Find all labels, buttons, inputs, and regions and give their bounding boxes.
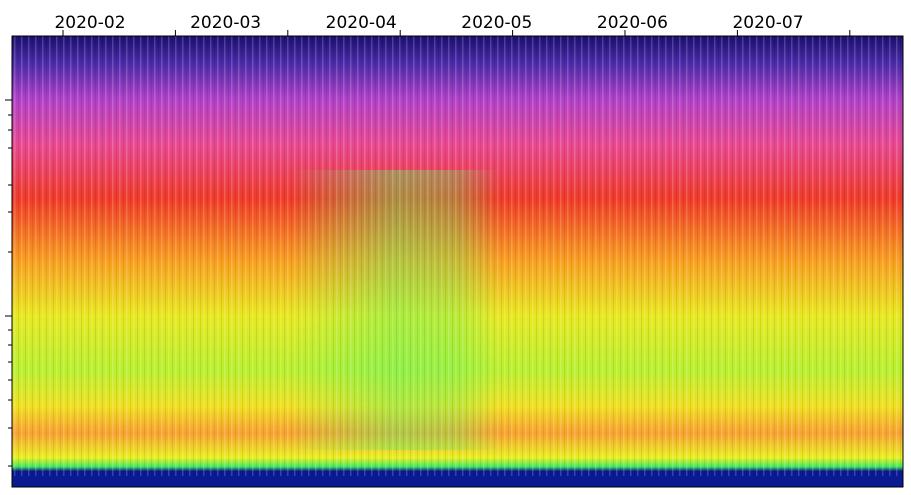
y-axis-ticks: [5, 100, 12, 466]
x-tick-label: 2020-02: [54, 13, 125, 33]
x-tick-label: 2020-03: [190, 13, 261, 33]
x-axis: 2020-02 2020-03 2020-04 2020-05 2020-06 2020-…: [54, 13, 849, 36]
x-tick-label: 2020-07: [732, 13, 803, 33]
spectrogram-image: [12, 36, 903, 487]
x-tick-label: 2020-06: [597, 13, 668, 33]
x-tick-label: 2020-04: [326, 13, 397, 33]
x-tick-label: 2020-05: [461, 13, 532, 33]
chart: 2020-02 2020-03 2020-04 2020-05 2020-06 2020-…: [0, 0, 911, 495]
